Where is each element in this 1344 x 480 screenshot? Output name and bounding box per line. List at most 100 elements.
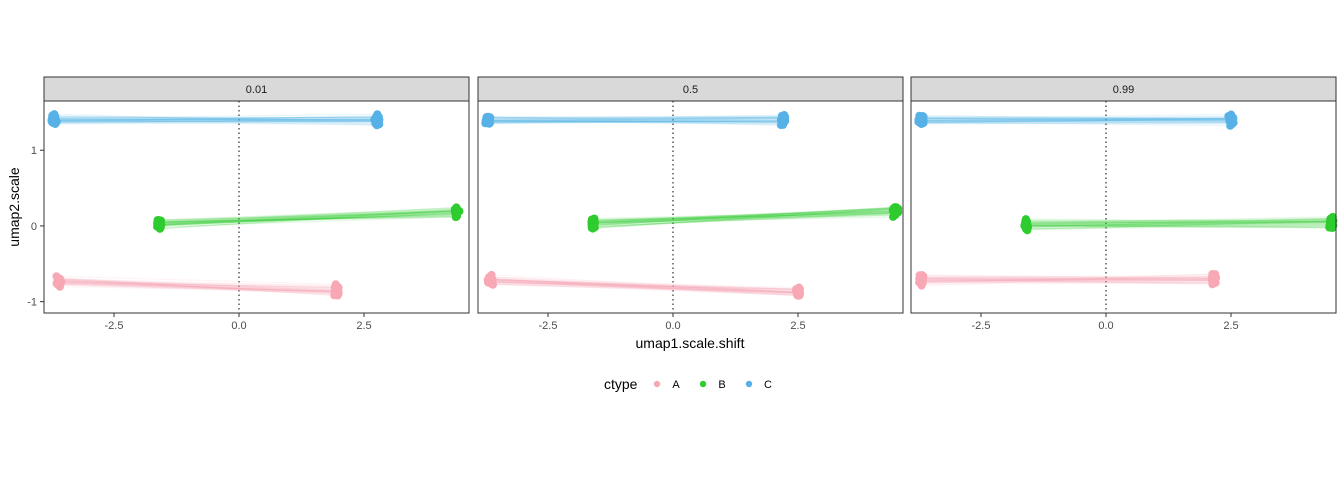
link-segment [159, 210, 455, 222]
link-segment [492, 283, 801, 295]
link-segment [594, 210, 898, 220]
link-segment [58, 282, 338, 288]
point [793, 285, 802, 294]
link-segment [60, 280, 337, 291]
link-segment [58, 282, 338, 291]
link-segment [919, 113, 1232, 119]
link-segment [591, 208, 899, 229]
link-segment [593, 208, 895, 223]
link-segment [921, 276, 1214, 283]
facet-panel-3: 0.99 -2.5 0.0 2.5 [910, 76, 1338, 332]
link-segment [594, 214, 895, 221]
link-segment [487, 119, 781, 126]
legend-key-C [745, 380, 753, 388]
link-segment [1026, 218, 1333, 226]
legend-label-C: C [764, 379, 772, 391]
link-segment [492, 281, 798, 294]
link-segment [51, 116, 376, 121]
link-segment [919, 278, 1213, 285]
link-segment [59, 286, 339, 292]
link-segment [922, 275, 1215, 283]
link-segment [594, 208, 896, 226]
link-segment [923, 276, 1213, 281]
link-segment [160, 208, 458, 223]
link-segment [592, 210, 895, 224]
link-segment [489, 280, 798, 295]
link-segment [487, 116, 783, 123]
link-segment [488, 118, 784, 122]
link-segment [921, 117, 1232, 120]
link-segment [52, 116, 376, 119]
link-segment [54, 120, 379, 122]
link-segment [157, 216, 457, 228]
link-segment [921, 117, 1234, 122]
point [452, 206, 461, 215]
link-segment [1025, 220, 1332, 227]
point [890, 206, 899, 215]
link-segment [53, 118, 377, 124]
link-segment [591, 211, 896, 223]
link-segment [919, 119, 1230, 124]
link-segment [1024, 224, 1330, 229]
facet-panel-1: 0.01 -2.5 0.0 2.5 -1 0 1 [27, 76, 470, 332]
link-segment [488, 116, 785, 123]
link-segment [157, 216, 457, 223]
link-segment [1025, 218, 1332, 223]
link-segment [60, 280, 339, 289]
link-segment [58, 280, 337, 294]
link-segment [591, 206, 897, 226]
link-segment [159, 216, 456, 223]
link-segment [485, 119, 786, 124]
facet-strip-label: 0.99 [1113, 84, 1134, 96]
link-segment [491, 282, 798, 294]
link-segment [492, 284, 799, 293]
link-segment [923, 116, 1232, 120]
link-segment [58, 279, 335, 292]
link-segment [591, 208, 897, 222]
legend-label-A: A [672, 379, 680, 391]
link-segment [160, 215, 457, 223]
link-segment [60, 278, 336, 292]
link-segment [593, 211, 896, 228]
link-segment [592, 210, 897, 225]
link-segment [53, 116, 379, 119]
link-segment [53, 116, 379, 119]
link-segment [52, 114, 378, 122]
link-segment [489, 117, 785, 125]
link-segment [921, 274, 1214, 279]
point [1227, 113, 1236, 122]
link-segment [158, 211, 456, 225]
link-segment [592, 214, 896, 227]
link-segment [1025, 222, 1332, 229]
link-segment [160, 210, 457, 226]
cluster-A [483, 270, 805, 300]
facet-strip [910, 76, 1337, 102]
link-segment [922, 278, 1216, 284]
facet-strip-label: 0.5 [683, 84, 698, 96]
link-segment [53, 115, 377, 123]
link-segment [489, 278, 798, 293]
legend-key-A [653, 380, 661, 388]
link-segment [59, 280, 338, 290]
link-segment [593, 209, 893, 221]
link-segment [921, 116, 1234, 122]
link-segment [54, 119, 377, 123]
link-segment [919, 117, 1232, 121]
panel-border [477, 100, 904, 314]
link-segment [160, 206, 457, 225]
link-segment [55, 120, 376, 125]
link-segment [489, 278, 797, 290]
link-segment [591, 212, 897, 221]
link-segment [488, 120, 785, 123]
x-tick-label: 0.0 [1098, 320, 1113, 332]
x-tick-label: 0.0 [665, 320, 680, 332]
point [485, 278, 494, 287]
panel-background [478, 101, 903, 313]
link-segment [487, 116, 783, 121]
link-segment [488, 119, 784, 125]
link-segment [58, 284, 338, 295]
link-segment [488, 120, 784, 124]
link-segment [1027, 218, 1331, 228]
link-segment [1026, 222, 1334, 227]
link-segment [489, 281, 801, 290]
